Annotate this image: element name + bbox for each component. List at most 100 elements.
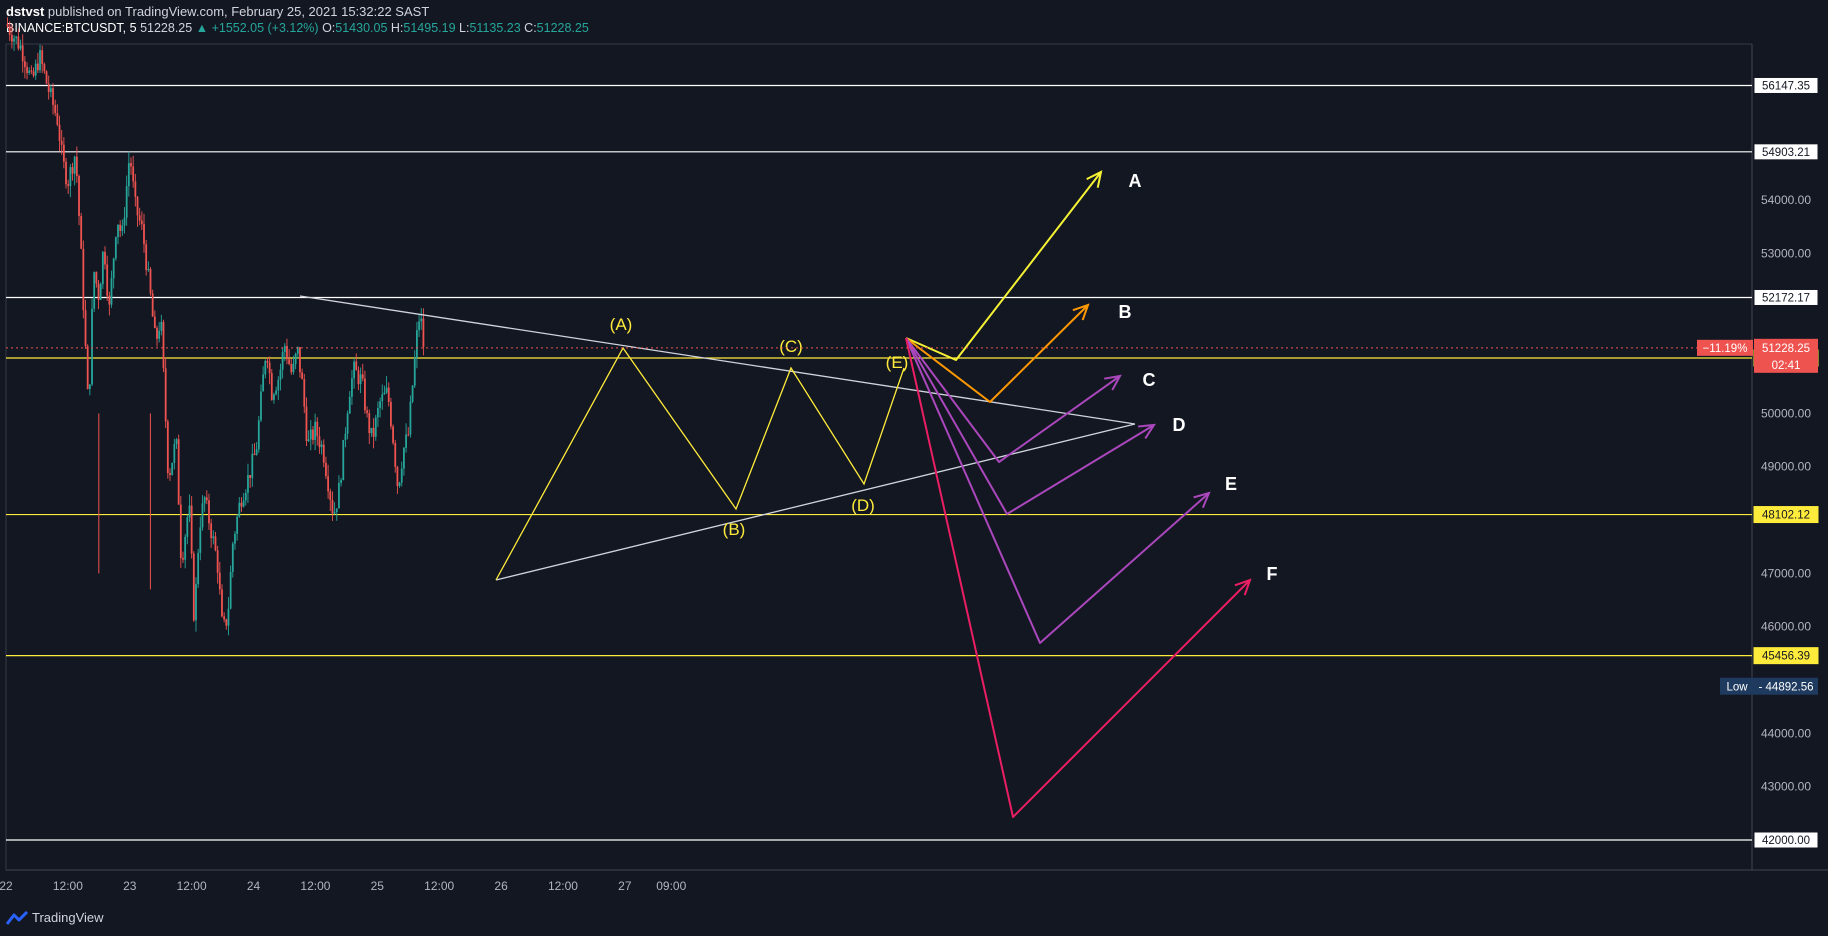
candle-body — [407, 434, 410, 436]
level-price-label: 52172.17 — [1762, 292, 1810, 304]
candle-body — [418, 321, 420, 331]
candle-body — [413, 357, 416, 386]
last-price-tag — [1754, 338, 1818, 373]
candle-body — [257, 420, 260, 450]
candle-body — [283, 345, 286, 353]
tradingview-brand[interactable]: TradingView — [6, 910, 104, 925]
level-price-label: 48102.12 — [1762, 510, 1810, 522]
candle-body — [400, 468, 403, 483]
wave-label: (D) — [851, 496, 875, 515]
candle-body — [162, 321, 165, 369]
triangle-upper-line[interactable] — [299, 295, 1136, 425]
candle-body — [188, 505, 191, 518]
candle-body — [368, 413, 371, 434]
candle-body — [303, 379, 306, 407]
level-price-tag — [1753, 647, 1819, 665]
scenario-f-arrow[interactable] — [905, 337, 1251, 818]
wave-label: (E) — [886, 353, 909, 372]
candle-body — [23, 61, 26, 68]
x-tick-label: 24 — [247, 879, 261, 893]
candle-body — [377, 407, 379, 418]
candle-body — [244, 492, 247, 501]
level-price-label: 45456.39 — [1762, 651, 1810, 663]
candle-body — [112, 258, 115, 279]
x-tick-label: 27 — [618, 879, 632, 893]
candle-body — [169, 472, 171, 475]
wave-label: (A) — [610, 315, 633, 334]
x-tick-label: 23 — [123, 879, 137, 893]
y-tick-label: 54000.00 — [1761, 193, 1811, 207]
candle-body — [251, 453, 254, 479]
candle-body — [73, 156, 76, 174]
candle-body — [398, 482, 401, 486]
candle-body — [236, 516, 239, 534]
candle-body — [82, 248, 85, 311]
candle-body — [351, 378, 353, 397]
candle-body — [305, 406, 308, 442]
candle-body — [392, 426, 394, 444]
candle-body — [30, 70, 33, 72]
candle-body — [329, 491, 332, 500]
scenario-a-arrow[interactable] — [905, 171, 1102, 361]
scenario-e-arrow-head — [1193, 491, 1211, 509]
candle-body — [108, 295, 111, 305]
level-price-tag — [1753, 288, 1819, 306]
candle-body — [409, 401, 412, 435]
symbol-label[interactable]: BINANCE:BTCUSDT, 5 — [6, 21, 137, 35]
candle-body — [266, 360, 269, 363]
candle-body — [171, 462, 174, 475]
candle-body — [221, 589, 223, 617]
candle-body — [268, 362, 271, 374]
candle-body — [17, 36, 20, 49]
candle-body — [370, 427, 373, 434]
candle-body — [381, 394, 384, 402]
candle-body — [149, 268, 152, 294]
candle-body — [270, 373, 273, 400]
open-value: 51430.05 — [335, 21, 388, 35]
scenario-c-arrow[interactable] — [905, 337, 1121, 463]
candle-body — [60, 140, 63, 145]
candle-body — [405, 434, 407, 448]
candle-body — [262, 374, 265, 392]
scenario-d-arrow[interactable] — [905, 337, 1155, 515]
author-name[interactable]: dstvst — [6, 4, 45, 19]
candle-body — [281, 352, 284, 370]
triangle-lower-line[interactable] — [495, 423, 1136, 581]
scenario-e-arrow[interactable] — [905, 337, 1210, 644]
scenario-b-arrow[interactable] — [905, 304, 1089, 403]
candle-body — [318, 436, 321, 448]
open-label: O: — [322, 21, 336, 35]
candle-body — [158, 330, 161, 339]
candle-body — [296, 347, 299, 354]
candle-body — [277, 379, 280, 391]
y-tick-label: 50000.00 — [1761, 406, 1811, 420]
candle-body — [361, 374, 364, 379]
candle-body — [379, 401, 381, 408]
candle-body — [294, 353, 297, 364]
chart-area[interactable]: 54000.00 53000.00 50000.00 49000.00 47000.00… — [0, 0, 1828, 893]
scenario-label: A — [1129, 171, 1142, 191]
candle-body — [26, 67, 28, 74]
x-tick-label: 12:00 — [548, 879, 578, 893]
plot-frame[interactable] — [5, 43, 1753, 871]
low-marker-tag — [1720, 677, 1818, 695]
candle-body — [175, 439, 178, 445]
elliott-wave-zigzag[interactable] — [495, 346, 905, 581]
candle-body — [104, 251, 106, 265]
candle-body — [114, 237, 117, 259]
candle-body — [218, 572, 221, 590]
level-price-label: 54903.21 — [1762, 147, 1810, 159]
last-price-label: 51228.25 — [1762, 343, 1810, 355]
candle-body — [54, 104, 57, 114]
candle-body — [253, 453, 256, 455]
scenario-label: F — [1267, 564, 1278, 584]
candle-body — [134, 181, 137, 197]
candle-body — [123, 217, 126, 226]
candle-body — [357, 370, 360, 385]
candle-body — [348, 396, 351, 414]
candle-body — [383, 392, 386, 395]
candle-body — [325, 462, 327, 477]
tradingview-logo-icon — [6, 910, 28, 925]
candle-body — [160, 321, 163, 331]
candle-body — [309, 429, 312, 440]
